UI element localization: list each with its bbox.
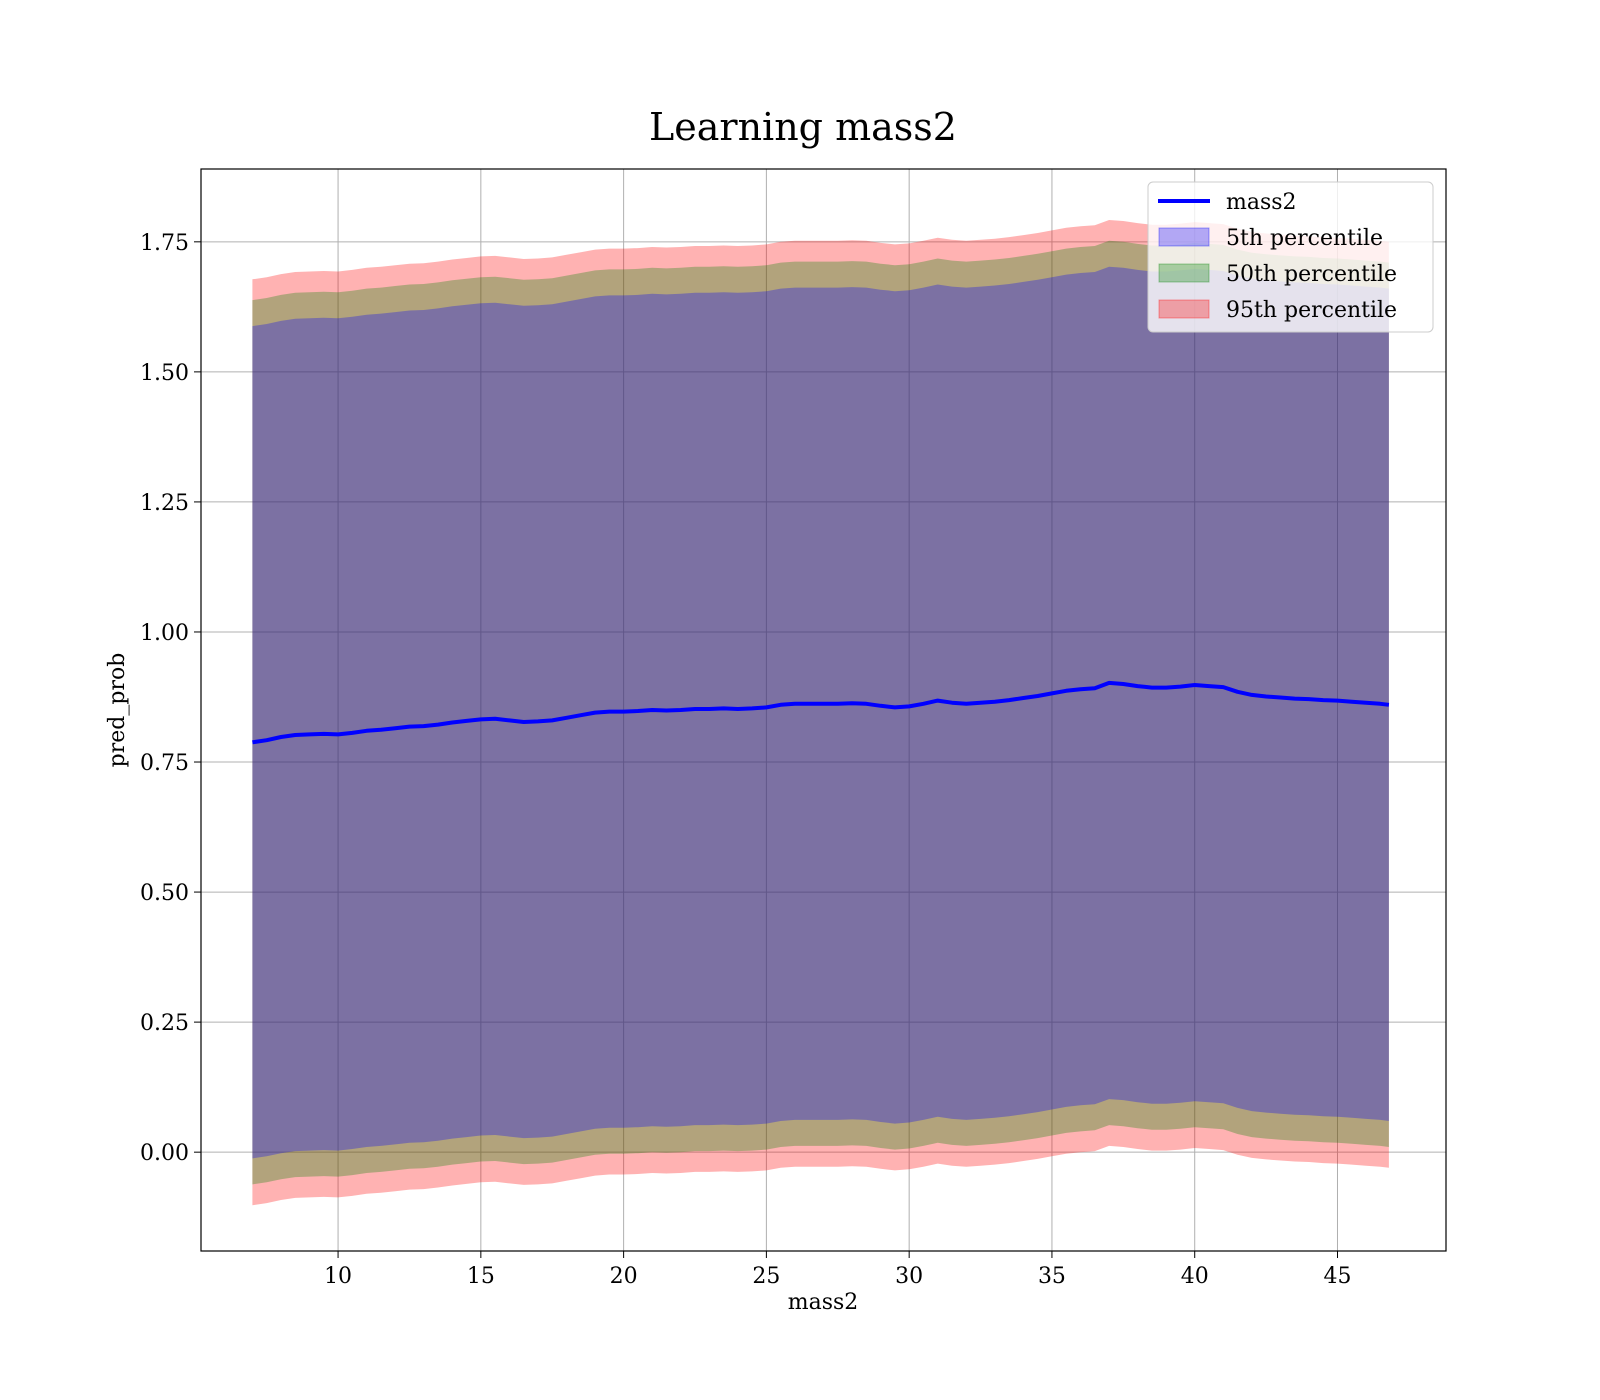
- legend: mass2 5th percentile 50th percentile 95th p…: [1147, 181, 1434, 333]
- legend-patch-swatch: [1158, 299, 1210, 319]
- band-5th-percentile: [252, 266, 1389, 1159]
- legend-patch-swatch: [1158, 263, 1210, 283]
- y-tick-label: 0.50: [140, 881, 189, 906]
- legend-label: 50th percentile: [1226, 262, 1397, 287]
- legend-label: 5th percentile: [1226, 226, 1383, 251]
- percentile-bands: [252, 220, 1389, 1206]
- y-tick-label: 1.25: [140, 491, 189, 516]
- y-tick-label: 0.00: [140, 1141, 189, 1166]
- band-50th-percentile: [252, 240, 1389, 1185]
- y-tick-label: 1.50: [140, 361, 189, 386]
- x-tick-label: 30: [895, 1264, 923, 1289]
- x-tick-label: 10: [324, 1264, 352, 1289]
- y-axis: 0.00 0.25 0.50 0.75 1.00 1.25 1.50 1.75: [140, 231, 201, 1166]
- series-line-mass2: [252, 680, 1390, 745]
- x-tick-label: 25: [752, 1264, 780, 1289]
- x-tick-label: 20: [610, 1264, 638, 1289]
- series-lines: [252, 680, 1390, 745]
- y-axis-label: pred_prob: [105, 653, 130, 768]
- band-95th-percentile: [252, 220, 1389, 1206]
- x-tick-label: 35: [1038, 1264, 1066, 1289]
- y-tick-label: 1.75: [140, 231, 189, 256]
- x-axis: 10 15 20 25 30 35 40 45: [324, 1251, 1351, 1289]
- legend-box: [1147, 181, 1434, 333]
- legend-label: mass2: [1226, 190, 1297, 215]
- x-tick-label: 15: [467, 1264, 495, 1289]
- grid: [201, 169, 1446, 1251]
- legend-label: 95th percentile: [1226, 298, 1397, 323]
- x-axis-label: mass2: [788, 1290, 859, 1315]
- y-tick-label: 0.75: [140, 751, 189, 776]
- x-tick-label: 45: [1323, 1264, 1351, 1289]
- x-tick-label: 40: [1181, 1264, 1209, 1289]
- plot-frame: [200, 168, 1447, 1252]
- legend-patch-swatch: [1158, 227, 1210, 247]
- y-tick-label: 1.00: [140, 621, 189, 646]
- chart-title: Learning mass2: [649, 105, 957, 149]
- y-tick-label: 0.25: [140, 1011, 189, 1036]
